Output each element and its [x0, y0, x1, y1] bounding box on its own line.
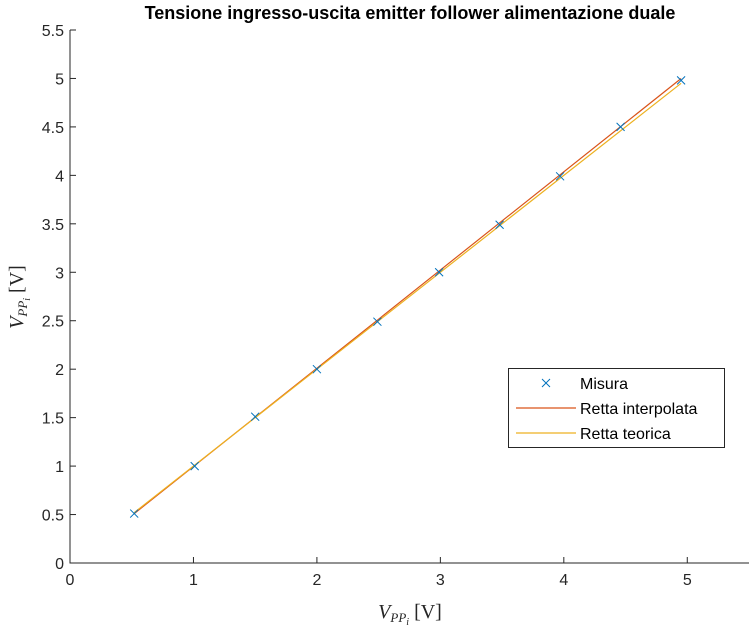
chart-title: Tensione ingresso-uscita emitter followe…: [145, 3, 676, 23]
x-tick-label: 1: [189, 572, 198, 589]
axes: 0 1 2 3 4 5 0 0.5 1 1.5 2 2.5 3 3.5 4 4.5 5 5.5: [42, 23, 749, 589]
data-point: [434, 267, 444, 277]
y-tick-label: 4: [55, 168, 64, 185]
y-tick-label: 3: [55, 265, 64, 282]
plot-data: [129, 76, 686, 518]
y-tick-label: 2: [55, 362, 64, 379]
x-tick-label: 0: [66, 572, 75, 589]
y-tick-label: 3.5: [42, 217, 64, 234]
data-point: [495, 220, 504, 230]
data-point: [250, 412, 260, 422]
legend-label: Retta teorica: [580, 426, 671, 443]
data-point: [312, 364, 322, 374]
data-point: [129, 509, 139, 518]
series-line: [133, 82, 682, 514]
legend-marker: [541, 378, 551, 388]
y-axis-label: VPPi [V]: [6, 265, 33, 329]
y-tick-label: 0: [55, 556, 64, 573]
y-tick-label: 5.5: [42, 23, 64, 40]
legend-label: Misura: [580, 376, 628, 393]
y-tick-label: 0.5: [42, 508, 64, 525]
data-point: [373, 317, 382, 327]
x-tick-label: 3: [436, 572, 445, 589]
x-tick-label: 5: [683, 572, 692, 589]
y-tick-label: 1: [55, 459, 64, 476]
y-tick-label: 4.5: [42, 120, 64, 137]
y-tick-label: 2.5: [42, 314, 64, 331]
x-tick-label: 2: [312, 572, 321, 589]
y-tick-label: 5: [55, 71, 64, 88]
x-tick-label: 4: [559, 572, 568, 589]
x-axis-label: VPPi [V]: [378, 601, 442, 627]
data-point: [190, 461, 200, 471]
legend: Misura Retta interpolata Retta teorica: [508, 368, 725, 448]
legend-label: Retta interpolata: [580, 401, 698, 418]
y-tick-label: 1.5: [42, 411, 64, 428]
data-point: [616, 122, 625, 132]
data-point: [676, 76, 686, 85]
data-point: [555, 171, 565, 181]
